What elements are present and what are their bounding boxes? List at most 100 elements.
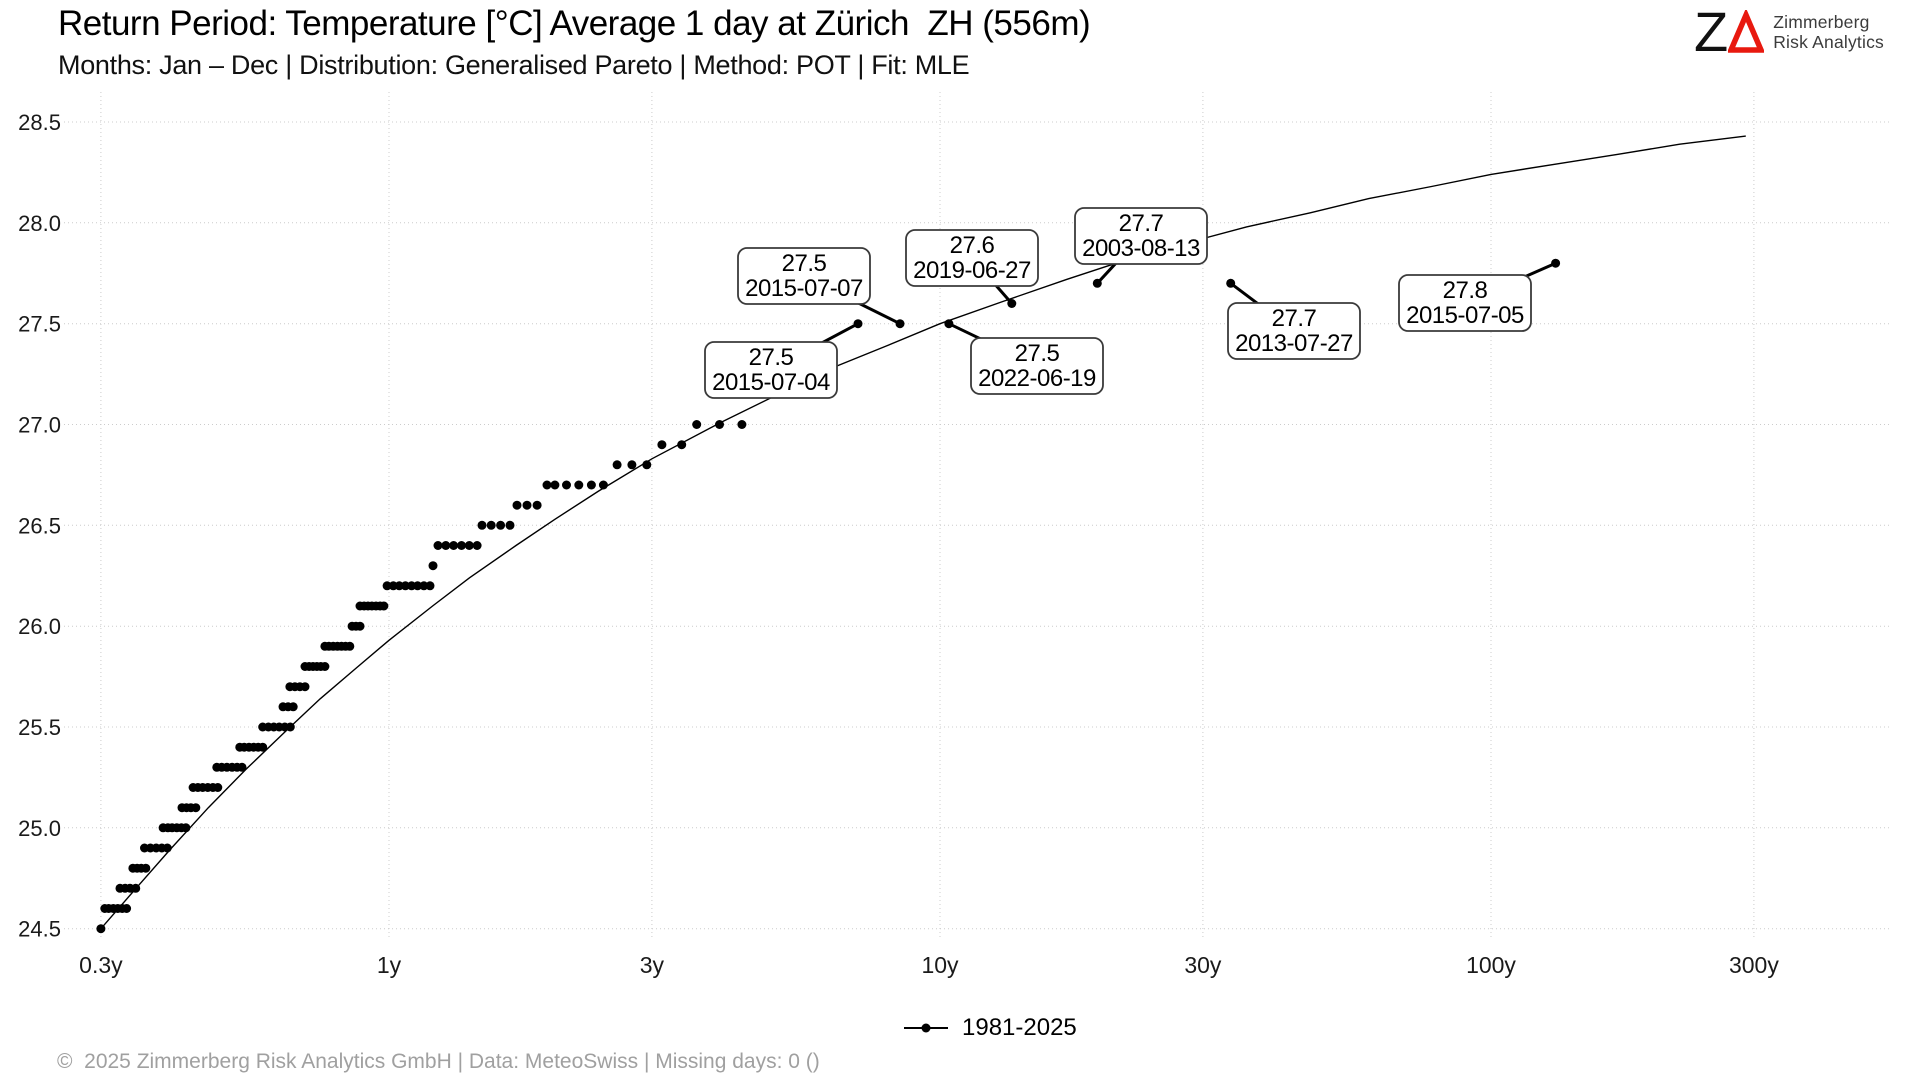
annotations: 27.52015-07-0427.52015-07-0727.62019-06-…	[704, 207, 1557, 399]
data-point	[237, 762, 247, 772]
data-point	[586, 480, 596, 490]
annotation-date: 2019-06-27	[913, 257, 1031, 284]
data-point	[213, 783, 223, 792]
annotation-value: 27.7	[1272, 305, 1317, 332]
data-point	[449, 541, 459, 550]
data-point	[574, 480, 584, 490]
data-point	[425, 581, 435, 591]
data-point	[457, 541, 466, 550]
y-tick-label: 27.0	[18, 413, 61, 438]
data-point	[715, 420, 724, 429]
x-axis-tick-labels: 0.3y 1y 3y 10y 30y 100y 300y	[79, 952, 1779, 978]
annotation-box	[970, 337, 1104, 395]
x-tick-label: 0.3y	[79, 952, 123, 978]
data-point	[288, 702, 298, 712]
logo-z-glyph: Z	[1694, 0, 1728, 63]
data-point	[441, 541, 451, 550]
grid	[64, 92, 1892, 938]
data-point	[542, 480, 552, 490]
y-tick-label: 24.5	[18, 917, 61, 942]
page-subtitle: Months: Jan – Dec | Distribution: Genera…	[58, 50, 970, 80]
data-point	[464, 541, 474, 550]
data-point	[382, 581, 392, 591]
data-point	[642, 460, 652, 470]
copyright-footer: © 2025 Zimmerberg Risk Analytics GmbH | …	[57, 1050, 820, 1073]
data-point	[96, 924, 106, 934]
data-point	[355, 621, 365, 631]
annotation-date: 2015-07-04	[712, 369, 830, 396]
annotation-date: 2013-07-27	[1235, 330, 1353, 357]
legend-label: 1981-2025	[962, 1014, 1077, 1041]
brand-logo: Z Zimmerberg Risk Analytics	[1694, 0, 1884, 63]
data-point	[345, 641, 355, 651]
y-tick-label: 26.5	[18, 513, 61, 538]
logo-wordmark: Zimmerberg Risk Analytics	[1773, 12, 1884, 52]
y-tick-label: 28.5	[18, 110, 61, 135]
y-tick-label: 26.0	[18, 614, 61, 639]
annotation-box	[1074, 207, 1208, 265]
data-point	[505, 520, 515, 530]
logo-line2: Risk Analytics	[1773, 32, 1884, 52]
logo-delta-icon	[1728, 10, 1765, 53]
data-point	[122, 904, 132, 913]
data-point	[472, 541, 482, 550]
data-point	[258, 742, 268, 752]
chart-header: Return Period: Temperature [°C] Average …	[58, 4, 1091, 81]
data-point	[428, 561, 438, 571]
data-point	[400, 581, 410, 591]
y-tick-label: 28.0	[18, 211, 61, 236]
logo-line1: Zimmerberg	[1773, 12, 1870, 32]
data-point	[692, 420, 702, 429]
x-tick-label: 300y	[1729, 952, 1779, 978]
data-point	[477, 520, 487, 530]
data-point	[612, 460, 622, 470]
annotation-date: 2003-08-13	[1082, 235, 1200, 262]
annotation-value: 27.8	[1443, 277, 1488, 304]
data-point	[413, 581, 423, 591]
data-point	[379, 601, 389, 611]
data-point	[181, 823, 191, 833]
x-tick-label: 10y	[921, 952, 959, 978]
annotation-box	[737, 247, 871, 305]
annotation-box	[704, 341, 838, 399]
annotation-box	[905, 229, 1039, 287]
data-point	[522, 500, 532, 510]
data-point	[191, 803, 201, 813]
data-point	[141, 863, 151, 873]
data-point	[496, 520, 506, 530]
data-point	[550, 480, 560, 490]
y-tick-label: 25.0	[18, 816, 61, 841]
annotation-value: 27.6	[950, 232, 995, 259]
chart-legend: 1981-2025	[903, 1014, 1077, 1042]
legend-point-line-icon	[904, 1023, 948, 1033]
y-axis-tick-labels: 24.5 25.0 25.5 26.0 26.5 27.0 27.5 28.0 28.5	[18, 110, 61, 942]
y-tick-label: 25.5	[18, 715, 61, 740]
data-point	[486, 520, 496, 530]
x-tick-label: 30y	[1184, 952, 1222, 978]
annotation-date: 2015-07-05	[1406, 302, 1524, 329]
annotation-value: 27.7	[1119, 210, 1164, 237]
data-point	[627, 460, 637, 470]
y-tick-label: 27.5	[18, 312, 61, 337]
annotation-date: 2015-07-07	[745, 275, 863, 302]
data-point	[657, 440, 667, 450]
annotation-date: 2022-06-19	[978, 365, 1096, 392]
data-point	[512, 500, 522, 510]
data-point	[532, 500, 542, 510]
data-point	[320, 662, 330, 671]
data-point	[562, 480, 571, 490]
x-tick-label: 100y	[1466, 952, 1516, 978]
data-point	[131, 883, 141, 893]
data-point	[433, 541, 443, 550]
scatter-points	[96, 258, 1561, 934]
x-tick-label: 3y	[640, 952, 665, 978]
page-title: Return Period: Temperature [°C] Average …	[58, 4, 1091, 43]
